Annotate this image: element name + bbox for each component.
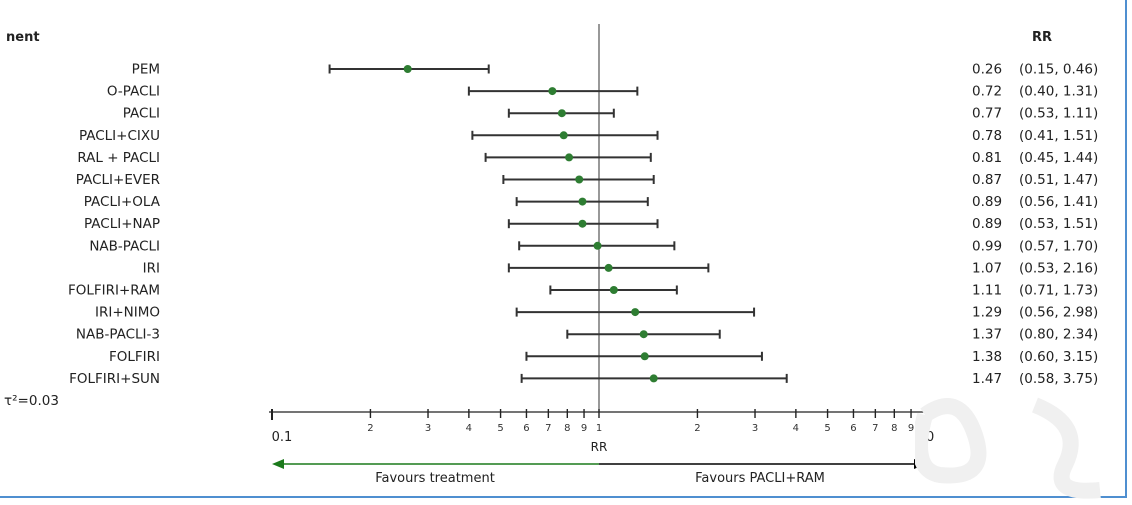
ci-value: (0.71, 1.73) bbox=[1019, 283, 1098, 299]
x-axis-tick-label: 1 bbox=[596, 423, 602, 434]
ci-value: (0.56, 1.41) bbox=[1019, 194, 1098, 210]
x-axis-end-label: 0.1 bbox=[272, 430, 293, 445]
x-axis-tick-label: 7 bbox=[872, 423, 878, 434]
point-estimate bbox=[565, 153, 574, 162]
rr-value: 1.37 bbox=[972, 327, 1002, 343]
ci-value: (0.53, 1.11) bbox=[1019, 106, 1098, 122]
ci-value: (0.58, 3.75) bbox=[1019, 371, 1098, 387]
left-arrowhead-icon bbox=[272, 459, 284, 469]
x-axis-tick-label: 4 bbox=[466, 423, 472, 434]
favours-right-label: Favours PACLI+RAM bbox=[695, 471, 825, 486]
rr-value: 0.89 bbox=[972, 216, 1002, 232]
ci-value: (0.57, 1.70) bbox=[1019, 238, 1098, 254]
point-estimate bbox=[640, 352, 649, 361]
row-label: NAB-PACLI-3 bbox=[76, 327, 160, 343]
ci-value: (0.51, 1.47) bbox=[1019, 172, 1098, 188]
rr-value: 1.11 bbox=[972, 283, 1002, 299]
rr-value: 1.38 bbox=[972, 349, 1002, 365]
row-label: PACLI+EVER bbox=[76, 172, 160, 188]
rr-value: 0.26 bbox=[972, 62, 1002, 78]
row-label: FOLFIRI+RAM bbox=[68, 283, 160, 299]
row-label: FOLFIRI bbox=[109, 349, 160, 365]
ci-value: (0.41, 1.51) bbox=[1019, 128, 1098, 144]
rr-value: 0.89 bbox=[972, 194, 1002, 210]
x-axis-tick-label: 8 bbox=[891, 423, 897, 434]
ci-value: (0.15, 0.46) bbox=[1019, 62, 1098, 78]
x-axis-label: RR bbox=[591, 440, 608, 454]
favours-left-label: Favours treatment bbox=[375, 471, 495, 486]
rr-value: 1.47 bbox=[972, 371, 1002, 387]
ci-value: (0.56, 2.98) bbox=[1019, 305, 1098, 321]
row-label: IRI bbox=[143, 260, 160, 276]
rr-value: 0.81 bbox=[972, 150, 1002, 166]
ci-value: (0.40, 1.31) bbox=[1019, 84, 1098, 100]
row-label: O-PACLI bbox=[107, 84, 160, 100]
point-estimate bbox=[557, 109, 566, 118]
ci-value: (0.53, 2.16) bbox=[1019, 260, 1098, 276]
row-label: IRI+NIMO bbox=[95, 305, 160, 321]
point-estimate bbox=[604, 263, 613, 272]
row-label: NAB-PACLI bbox=[89, 238, 160, 254]
x-axis-end-label: 10 bbox=[918, 430, 935, 445]
x-axis-tick-label: 9 bbox=[908, 423, 914, 434]
point-estimate bbox=[578, 219, 587, 228]
rr-value: 0.87 bbox=[972, 172, 1002, 188]
point-estimate bbox=[559, 131, 568, 140]
x-axis-tick-label: 7 bbox=[545, 423, 551, 434]
row-label: PACLI+CIXU bbox=[79, 128, 160, 144]
point-estimate bbox=[575, 175, 584, 184]
row-label: PACLI bbox=[123, 106, 160, 122]
x-axis-tick-label: 2 bbox=[367, 423, 373, 434]
rr-column-header: RR bbox=[1032, 30, 1052, 45]
row-label: PEM bbox=[132, 62, 160, 78]
ci-value: (0.60, 3.15) bbox=[1019, 349, 1098, 365]
rr-value: 0.72 bbox=[972, 84, 1002, 100]
rr-value: 1.29 bbox=[972, 305, 1002, 321]
row-label: PACLI+OLA bbox=[84, 194, 161, 210]
ci-value: (0.53, 1.51) bbox=[1019, 216, 1098, 232]
x-axis-tick-label: 8 bbox=[564, 423, 570, 434]
rr-value: 0.99 bbox=[972, 238, 1002, 254]
rr-value: 1.07 bbox=[972, 260, 1002, 276]
row-label: FOLFIRI+SUN bbox=[69, 371, 160, 387]
x-axis-tick-label: 4 bbox=[793, 423, 799, 434]
point-estimate bbox=[403, 65, 412, 73]
rr-value: 0.78 bbox=[972, 128, 1002, 144]
point-estimate bbox=[609, 286, 618, 294]
x-axis-tick-label: 3 bbox=[425, 423, 431, 434]
x-axis-tick-label: 9 bbox=[581, 423, 587, 434]
x-axis-tick-label: 6 bbox=[850, 423, 856, 434]
point-estimate bbox=[548, 87, 557, 96]
x-axis-tick-label: 6 bbox=[523, 423, 529, 434]
rr-value: 0.77 bbox=[972, 106, 1002, 122]
point-estimate bbox=[593, 241, 602, 250]
row-label: PACLI+NAP bbox=[84, 216, 160, 232]
x-axis-tick-label: 2 bbox=[694, 423, 700, 434]
ci-value: (0.45, 1.44) bbox=[1019, 150, 1098, 166]
point-estimate bbox=[631, 308, 640, 317]
row-label: RAL + PACLI bbox=[77, 150, 160, 166]
treatment-column-header: nent bbox=[6, 30, 40, 45]
tau-squared-label: τ²=0.03 bbox=[4, 393, 59, 409]
x-axis-tick-label: 3 bbox=[752, 423, 758, 434]
ci-value: (0.80, 2.34) bbox=[1019, 327, 1098, 343]
right-arrowhead-icon bbox=[914, 459, 926, 469]
x-axis-tick-label: 5 bbox=[824, 423, 830, 434]
point-estimate bbox=[578, 197, 587, 206]
point-estimate bbox=[639, 330, 648, 339]
point-estimate bbox=[649, 374, 658, 383]
x-axis-tick-label: 5 bbox=[497, 423, 503, 434]
